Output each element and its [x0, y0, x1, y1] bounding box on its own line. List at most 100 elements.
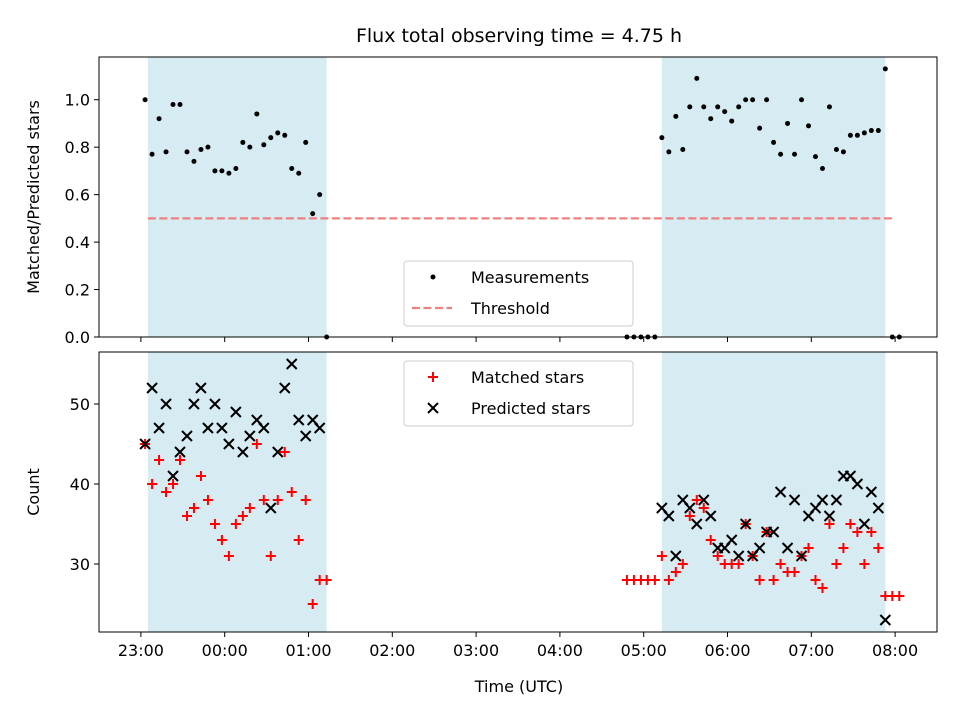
measurement-point: [847, 132, 853, 138]
predicted-star-point: [237, 446, 249, 458]
predicted-star-point: [830, 494, 843, 506]
matched-star-point: [195, 471, 206, 481]
measurement-point: [687, 104, 693, 110]
predicted-star-point: [230, 406, 242, 418]
matched-star-point: [223, 551, 234, 561]
matched-star-point: [845, 519, 856, 529]
measurement-point: [673, 113, 679, 119]
matched-star-point: [258, 495, 269, 505]
legend-measurement-marker: [430, 274, 436, 280]
matched-star-point: [894, 591, 905, 601]
matched-star-point: [873, 543, 884, 553]
predicted-star-point: [209, 398, 221, 410]
predicted-star-point: [705, 510, 717, 522]
count-legend: Matched stars Predicted stars: [403, 360, 634, 427]
predicted-star-point: [788, 494, 801, 506]
measurement-point: [764, 97, 770, 103]
matched-star-point: [237, 511, 248, 521]
measurement-point: [750, 97, 756, 103]
chart-title: Flux total observing time = 4.75 h: [356, 25, 682, 47]
matched-star-point: [272, 495, 283, 505]
measurement-point: [722, 109, 728, 115]
legend-box: [403, 360, 634, 427]
measurement-point: [191, 158, 197, 164]
measurement-point: [247, 144, 253, 150]
predicted-star-point: [167, 470, 179, 482]
predicted-star-point: [181, 430, 193, 442]
predicted-star-point: [725, 534, 738, 546]
measurement-point: [819, 166, 825, 172]
count-panel: 30 40 50 23:00 00:00 01:00 02:00 03:00 04:00 05:…: [24, 351, 938, 660]
count-axis-label: Count: [24, 468, 43, 516]
matched-star-point: [789, 567, 800, 577]
measurement-point: [254, 111, 260, 117]
matched-star-point: [175, 455, 186, 465]
predicted-star-point: [188, 398, 200, 410]
ratio-panel: 0.0 0.2 0.4 0.6 0.8 1.0 Matched/Predicted sta…: [24, 56, 938, 347]
matched-star-point: [824, 519, 835, 529]
measurement-point: [212, 168, 218, 174]
ratio-panel-frame: [98, 56, 938, 338]
y-tick-label: 0.2: [65, 281, 90, 300]
predicted-star-point: [223, 438, 235, 450]
measurement-point: [861, 130, 867, 136]
predicted-star-point: [816, 494, 829, 506]
predicted-star-point: [872, 502, 885, 514]
matched-star-point: [244, 503, 255, 513]
measurement-point: [854, 132, 860, 138]
predicted-star-point: [732, 550, 745, 562]
measurement-point: [296, 170, 302, 176]
predicted-star-point: [753, 542, 766, 554]
count-panel-frame: [98, 351, 938, 633]
measurement-point: [303, 139, 309, 145]
predicted-star-point: [739, 518, 752, 530]
measurement-point: [163, 149, 169, 155]
measurement-point: [757, 125, 763, 131]
measurement-point: [771, 139, 777, 145]
measurement-point: [198, 147, 204, 153]
x-axis-label: Time (UTC): [474, 677, 563, 696]
y-tick-label: 30: [70, 555, 90, 574]
measurement-point: [778, 151, 784, 157]
matched-star-point: [754, 575, 765, 585]
legend-matched-marker: [428, 372, 438, 382]
measurement-point: [736, 104, 742, 110]
matched-star-point: [293, 535, 304, 545]
measurement-point: [806, 123, 812, 129]
x-tick-label: 01:00: [285, 641, 331, 660]
matched-star-point: [810, 575, 821, 585]
measurement-point: [708, 116, 714, 122]
matched-star-point: [866, 527, 877, 537]
predicted-star-point: [244, 430, 256, 442]
measurement-point: [812, 154, 818, 160]
measurement-point: [261, 142, 267, 148]
predicted-star-point: [146, 382, 158, 394]
predicted-star-point: [823, 510, 836, 522]
x-tick-label: 07:00: [788, 641, 834, 660]
measurement-point: [666, 149, 672, 155]
matched-star-point: [705, 535, 716, 545]
matched-star-point: [265, 551, 276, 561]
matched-star-point: [181, 511, 192, 521]
measurement-point: [659, 135, 665, 141]
measurement-point: [170, 101, 176, 107]
matched-star-point: [161, 487, 172, 497]
measurement-point: [785, 120, 791, 126]
predicted-star-point: [663, 510, 675, 522]
matched-star-point: [649, 575, 660, 585]
predicted-star-point: [670, 550, 682, 562]
x-tick-label: 00:00: [202, 641, 248, 660]
measurement-point: [268, 135, 274, 141]
predicted-star-point: [216, 422, 228, 434]
matched-star-point: [698, 503, 709, 513]
measurement-point: [282, 132, 288, 138]
measurement-point: [317, 192, 323, 198]
measurement-point: [701, 104, 707, 110]
x-tick-label: 05:00: [621, 641, 667, 660]
measurement-point: [310, 211, 316, 217]
predicted-star-point: [691, 518, 703, 530]
predicted-star-point: [795, 550, 808, 562]
matched-star-point: [712, 551, 723, 561]
matched-star-point: [230, 519, 241, 529]
